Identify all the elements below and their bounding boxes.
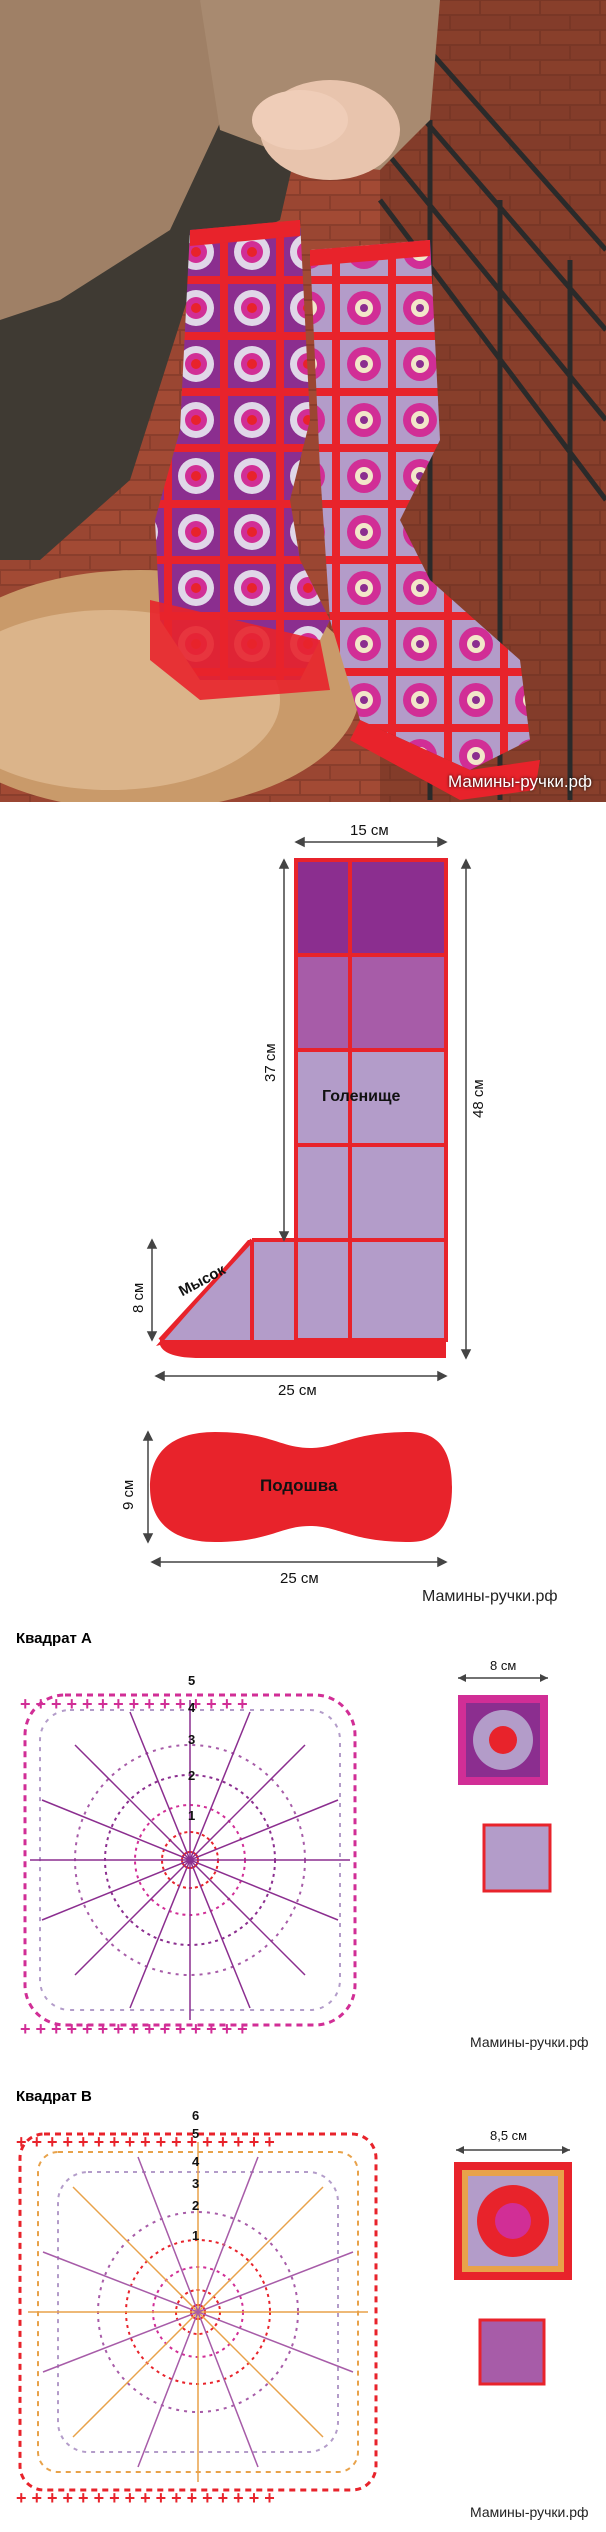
row-5-label: 5 xyxy=(188,1673,195,1688)
square-b-section: Квадрат В + + + + + + + + + + + + + + + … xyxy=(0,2080,606,2527)
crochet-chart-square-a-icon: + + + + + + + + + + + + + + + + + + + + … xyxy=(20,1673,552,2039)
svg-text:+ + + + + + + + + + + + + + +: + + + + + + + + + + + + + + + xyxy=(20,2019,248,2039)
toe-height-label: 8 см xyxy=(130,1282,147,1313)
row-2-label: 2 xyxy=(192,2198,199,2213)
row-4-label: 4 xyxy=(188,1700,196,1715)
row-4-label: 4 xyxy=(192,2154,200,2169)
square-b-watermark: Мамины-ручки.рф xyxy=(470,2504,589,2520)
sole-height-label: 9 см xyxy=(120,1479,137,1510)
square-b-title: Квадрат В xyxy=(16,2088,92,2105)
svg-text:+ + + + + + + + + + + + + + +: + + + + + + + + + + + + + + + xyxy=(20,1694,248,1714)
width-top-label: 15 см xyxy=(350,822,389,839)
pattern-watermark: Мамины-ручки.рф xyxy=(422,1588,558,1605)
photo-watermark: Мамины-ручки.рф xyxy=(448,772,592,791)
square-a-section: Квадрат А + + + + + + + + + + + + + + + … xyxy=(0,1620,606,2060)
square-b-size: 8,5 см xyxy=(490,2128,528,2143)
row-2-label: 2 xyxy=(188,1768,195,1783)
crochet-chart-square-b-icon: + + + + + + + + + + + + + + + + + + + + … xyxy=(16,2108,572,2508)
sole-width-label: 25 см xyxy=(280,1570,319,1587)
photo-of-crochet-boots-icon xyxy=(0,0,606,802)
svg-text:+ + + + + + + + + + + + + + +: + + + + + + + + + + + + + + + + + xyxy=(16,2488,275,2508)
row-6-label: 6 xyxy=(192,2108,199,2123)
svg-text:+ + + + + + + + + + + + + + +: + + + + + + + + + + + + + + + + + xyxy=(16,2132,275,2152)
bottom-width-label: 25 см xyxy=(278,1382,317,1399)
shaft-label: Голенище xyxy=(322,1088,401,1105)
row-3-label: 3 xyxy=(188,1732,195,1747)
row-5-label: 5 xyxy=(192,2126,199,2141)
row-3-label: 3 xyxy=(192,2176,199,2191)
square-a-watermark: Мамины-ручки.рф xyxy=(470,2034,589,2050)
product-photo: Мамины-ручки.рф xyxy=(0,0,606,802)
square-a-title: Квадрат А xyxy=(16,1630,92,1647)
square-a-size: 8 см xyxy=(490,1658,517,1673)
pattern-shapes xyxy=(142,836,472,1568)
shaft-height-label: 37 см xyxy=(262,1043,279,1082)
boot-pattern-diagram: 15 см 37 см 48 см Голенище Мысок 8 см 25… xyxy=(0,820,606,1620)
row-1-label: 1 xyxy=(192,2228,199,2243)
row-1-label: 1 xyxy=(188,1808,195,1823)
sole-label: Подошва xyxy=(260,1476,338,1495)
total-height-label: 48 см xyxy=(470,1079,487,1118)
